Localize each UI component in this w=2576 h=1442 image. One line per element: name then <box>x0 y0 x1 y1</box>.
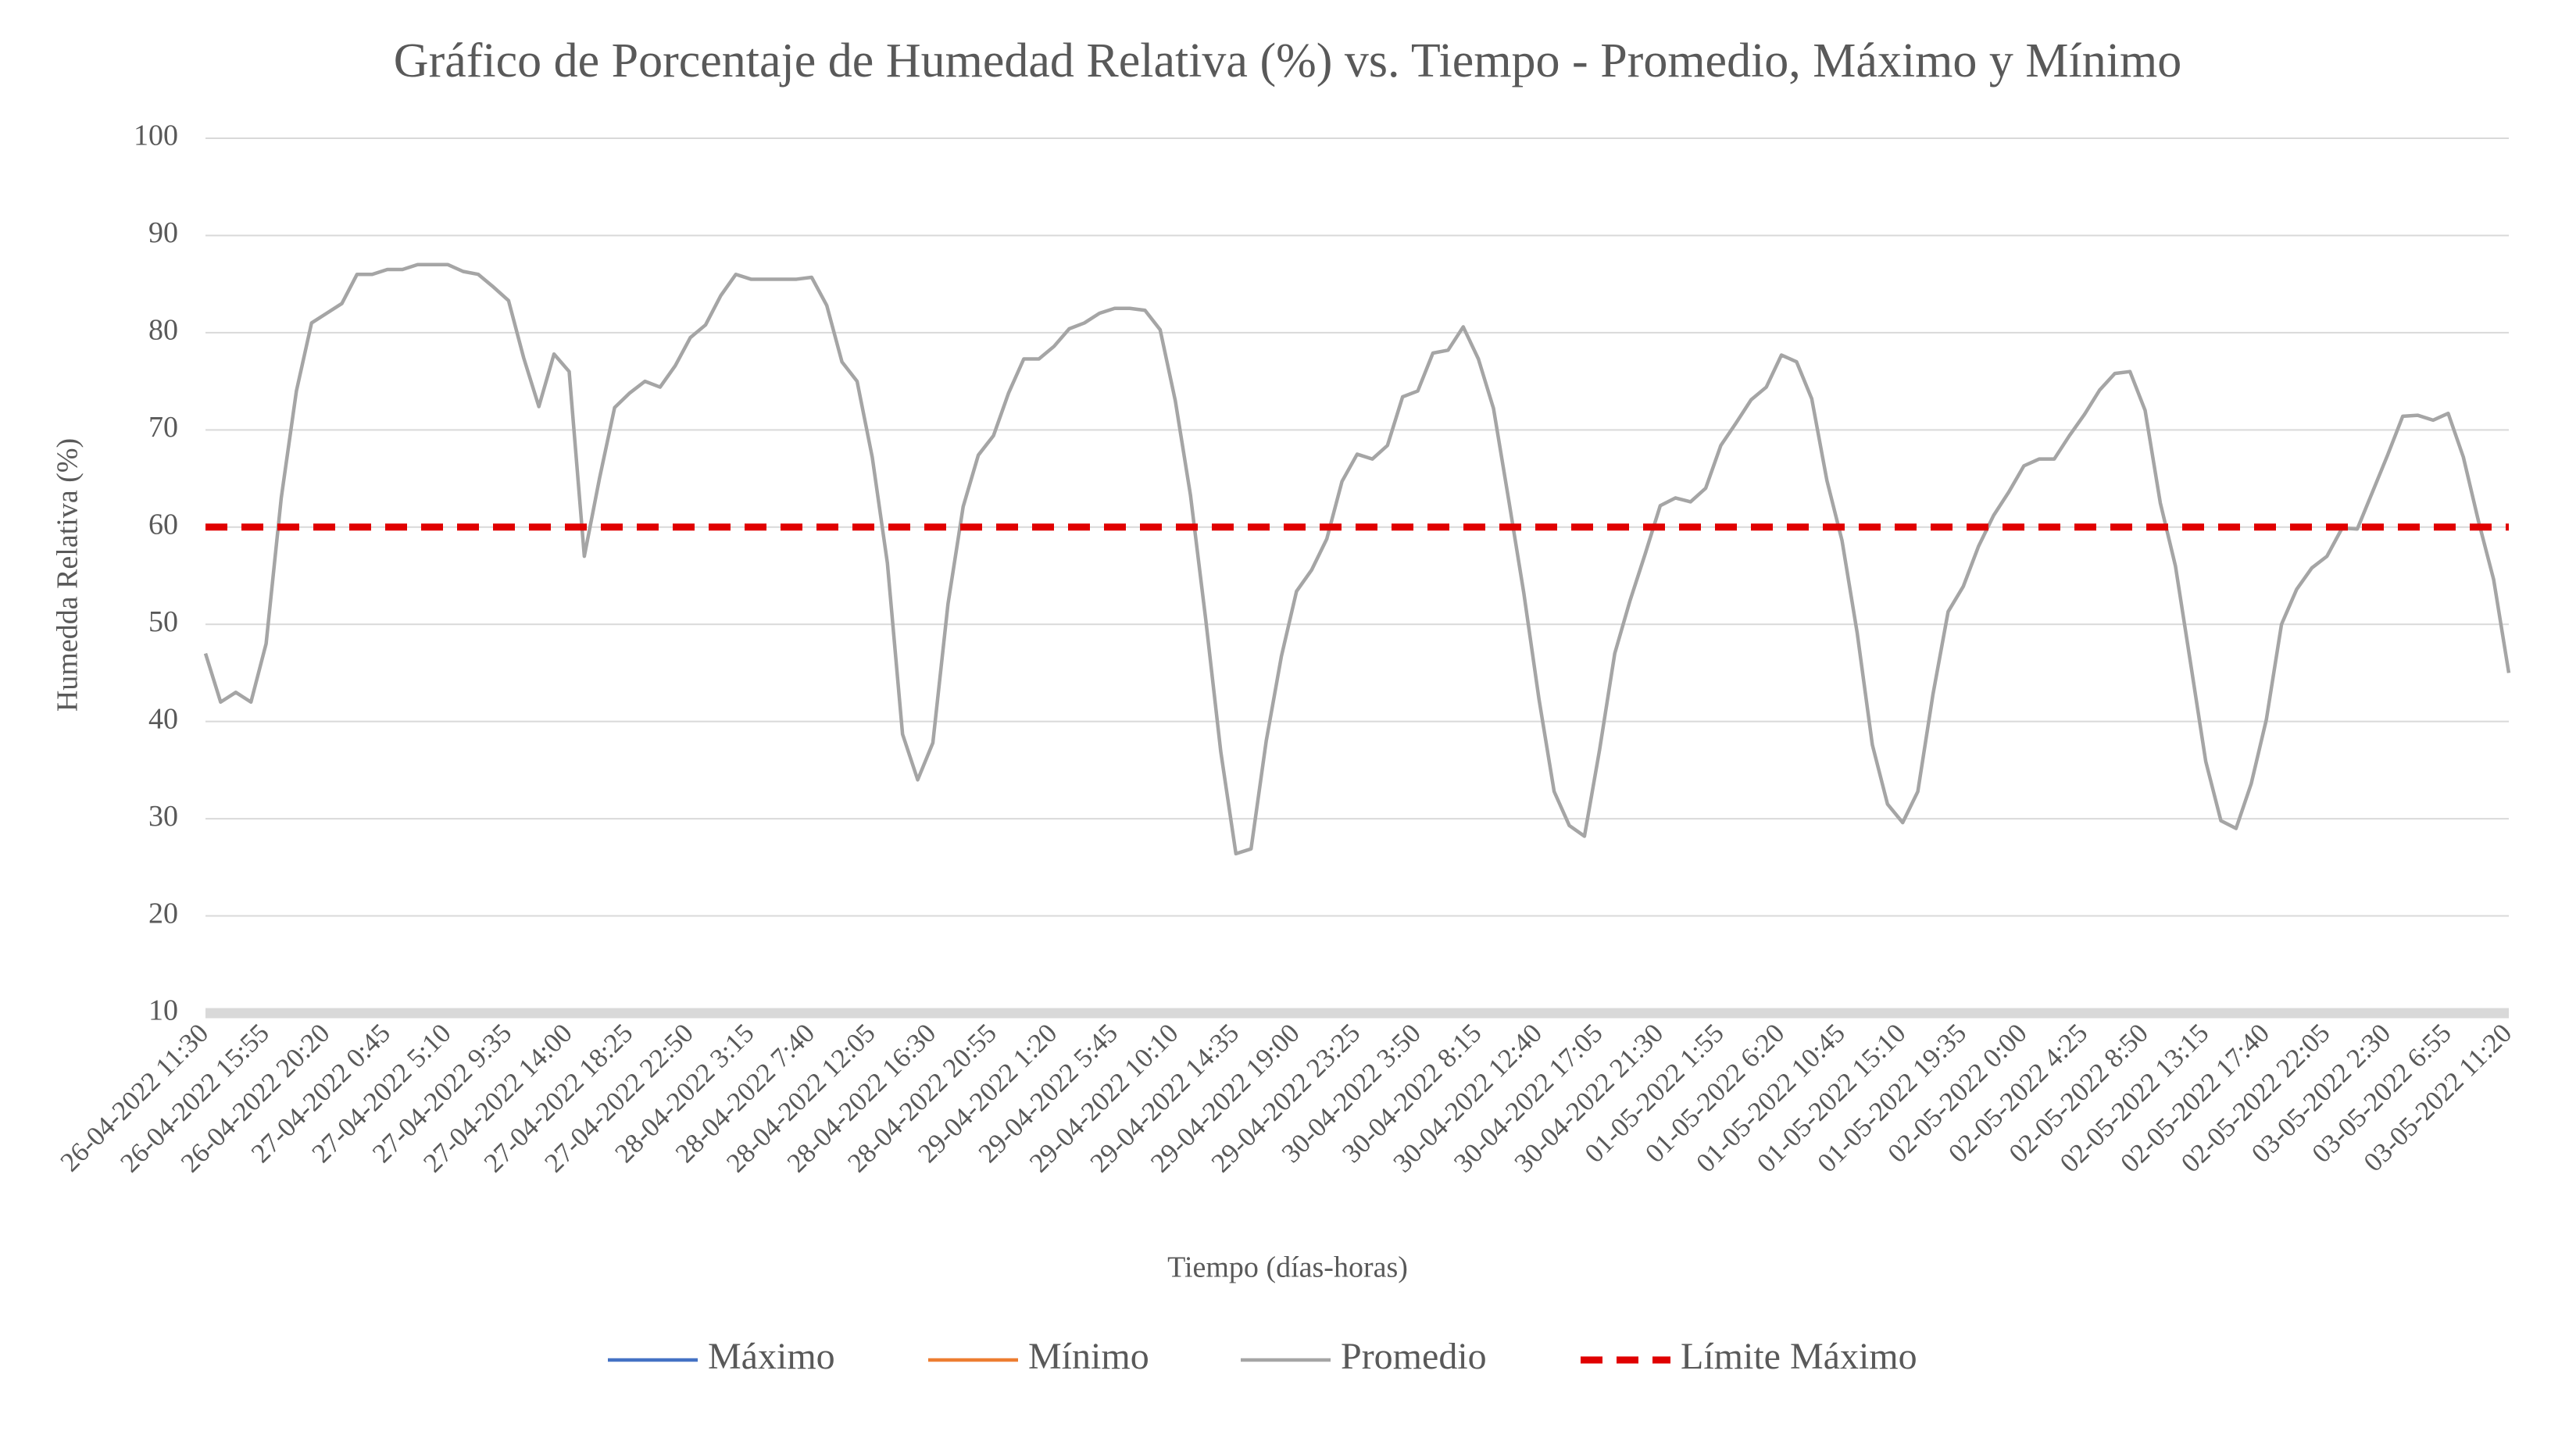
y-tick-label: 10 <box>148 994 178 1027</box>
y-tick-label: 40 <box>148 702 178 735</box>
legend-label: Mínimo <box>1028 1336 1149 1377</box>
data-line <box>203 262 2511 856</box>
chart-title: Gráfico de Porcentaje de Humedad Relativ… <box>394 34 2181 87</box>
y-tick-label: 100 <box>134 120 178 152</box>
x-axis-title: Tiempo (días-horas) <box>1167 1251 1408 1284</box>
y-tick-label: 50 <box>148 605 178 638</box>
y-tick-label: 60 <box>148 508 178 541</box>
y-tick-label: 30 <box>148 800 178 833</box>
y-tick-label: 20 <box>148 897 178 930</box>
legend-label: Máximo <box>708 1336 835 1377</box>
y-axis-title: Humedda Relativa (%) <box>52 438 84 712</box>
y-tick-label: 90 <box>148 216 178 249</box>
y-tick-label: 80 <box>148 314 178 347</box>
legend-label: Promedio <box>1341 1336 1487 1377</box>
y-tick-label: 70 <box>148 411 178 444</box>
legend-label: Límite Máximo <box>1681 1336 1917 1377</box>
